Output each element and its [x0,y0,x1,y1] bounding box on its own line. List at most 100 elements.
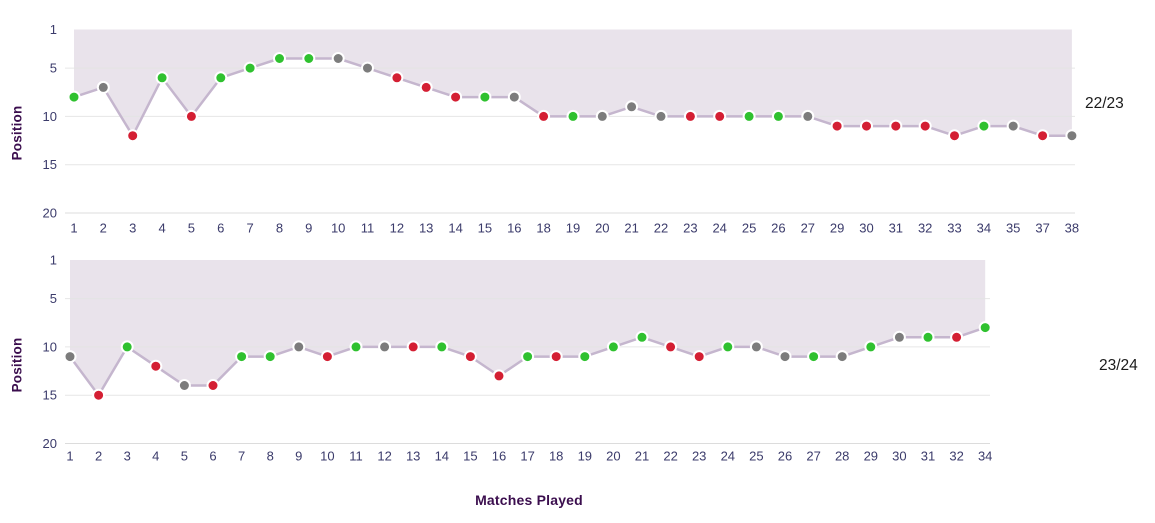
x-tick-label: 13 [406,449,420,464]
x-tick-label: 14 [448,221,462,236]
data-point-match-20[interactable] [606,340,620,354]
x-tick-label: 22 [654,221,668,236]
y-tick-label: 20 [43,436,57,451]
data-point-match-13[interactable] [419,80,433,94]
data-point-match-9[interactable] [292,340,306,354]
x-tick-label: 32 [949,449,963,464]
data-point-match-1[interactable] [67,90,81,104]
x-tick-label: 21 [635,449,649,464]
data-point-match-8[interactable] [263,350,277,364]
x-tick-label: 23 [683,221,697,236]
data-point-match-24[interactable] [713,109,727,123]
data-point-match-19[interactable] [578,350,592,364]
x-tick-label: 34 [978,449,992,464]
data-point-match-22[interactable] [654,109,668,123]
data-point-match-18[interactable] [537,109,551,123]
data-point-match-30[interactable] [860,119,873,133]
x-tick-label: 35 [1006,221,1020,236]
data-point-match-21[interactable] [635,330,649,344]
x-tick-label: 7 [246,221,253,236]
x-tick-label: 7 [238,449,245,464]
data-point-match-25[interactable] [742,109,756,123]
data-point-match-10[interactable] [331,52,345,65]
data-point-match-34[interactable] [977,119,991,133]
data-point-match-29[interactable] [830,119,844,133]
data-point-match-35[interactable] [1006,119,1020,133]
x-tick-label: 34 [977,221,991,236]
data-point-match-34[interactable] [978,321,992,335]
y-tick-label: 20 [43,205,57,220]
data-point-match-11[interactable] [349,340,363,354]
x-tick-label: 28 [835,449,849,464]
data-point-match-18[interactable] [549,350,563,364]
data-point-match-1[interactable] [63,350,77,364]
season-label-2223: 22/23 [1085,95,1124,112]
data-point-match-21[interactable] [625,100,639,114]
data-point-match-16[interactable] [507,90,521,104]
data-point-match-5[interactable] [177,379,191,392]
data-point-match-12[interactable] [378,340,392,354]
data-point-match-32[interactable] [950,330,964,344]
x-tick-label: 30 [892,449,906,464]
x-tick-label: 29 [830,221,844,236]
data-point-match-31[interactable] [921,330,935,344]
data-point-match-28[interactable] [835,350,849,364]
data-point-match-19[interactable] [566,109,580,123]
data-point-match-14[interactable] [449,90,463,104]
data-point-match-20[interactable] [595,109,609,123]
data-point-match-2[interactable] [92,388,106,402]
data-point-match-4[interactable] [155,71,169,85]
data-point-match-5[interactable] [184,109,198,123]
data-point-match-27[interactable] [807,350,821,364]
data-point-match-15[interactable] [463,350,477,364]
x-axis-title: Matches Played [475,492,583,508]
data-point-match-26[interactable] [778,350,792,364]
x-tick-label: 25 [749,449,763,464]
data-point-match-27[interactable] [801,109,815,123]
data-point-match-9[interactable] [302,52,316,65]
data-point-match-32[interactable] [918,119,932,133]
data-point-match-3[interactable] [120,340,134,354]
data-point-match-10[interactable] [320,350,334,364]
x-tick-label: 26 [778,449,792,464]
data-point-match-38[interactable] [1065,129,1079,143]
x-tick-label: 38 [1065,221,1079,236]
data-point-match-3[interactable] [126,129,140,143]
x-tick-label: 12 [390,221,404,236]
y-tick-label: 5 [50,291,57,306]
x-tick-label: 31 [889,221,903,236]
data-point-match-22[interactable] [664,340,678,354]
data-point-match-4[interactable] [149,359,163,373]
data-point-match-24[interactable] [721,340,735,354]
y-axis-title-2324: Position [9,337,25,393]
data-point-match-6[interactable] [206,379,220,392]
x-tick-label: 18 [549,449,563,464]
x-tick-label: 5 [181,449,188,464]
data-point-match-29[interactable] [864,340,878,354]
data-point-match-26[interactable] [771,109,785,123]
data-point-match-14[interactable] [435,340,449,354]
data-point-match-12[interactable] [390,71,404,85]
data-point-match-8[interactable] [273,52,286,65]
data-point-match-16[interactable] [492,369,506,383]
data-point-match-23[interactable] [692,350,706,364]
data-point-match-31[interactable] [889,119,903,133]
data-point-match-15[interactable] [478,90,492,104]
data-point-match-7[interactable] [243,61,257,75]
data-point-match-11[interactable] [361,61,374,75]
data-point-match-2[interactable] [96,80,110,94]
data-point-match-7[interactable] [235,350,249,364]
data-point-match-37[interactable] [1036,129,1050,143]
data-point-match-25[interactable] [749,340,763,354]
x-tick-label: 14 [435,449,449,464]
data-point-match-13[interactable] [406,340,420,354]
x-tick-label: 5 [188,221,195,236]
x-tick-label: 29 [864,449,878,464]
data-point-match-23[interactable] [683,109,697,123]
data-point-match-17[interactable] [521,350,535,364]
x-tick-label: 1 [70,221,77,236]
data-point-match-33[interactable] [948,129,961,143]
data-point-match-6[interactable] [214,71,228,85]
data-point-match-30[interactable] [892,330,906,344]
season-label-2324: 23/24 [1099,357,1138,374]
